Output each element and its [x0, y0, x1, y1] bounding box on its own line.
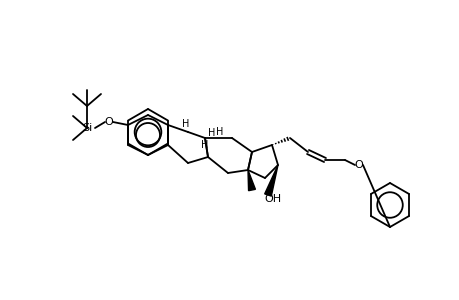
Text: H: H: [208, 128, 215, 138]
Text: H: H: [201, 140, 208, 150]
Polygon shape: [264, 165, 277, 196]
Polygon shape: [247, 170, 255, 191]
Text: H: H: [216, 127, 223, 137]
Text: Si: Si: [82, 123, 92, 133]
Text: H: H: [182, 119, 189, 129]
Text: O: O: [354, 160, 363, 170]
Text: O: O: [104, 117, 113, 127]
Text: OH: OH: [264, 194, 281, 204]
